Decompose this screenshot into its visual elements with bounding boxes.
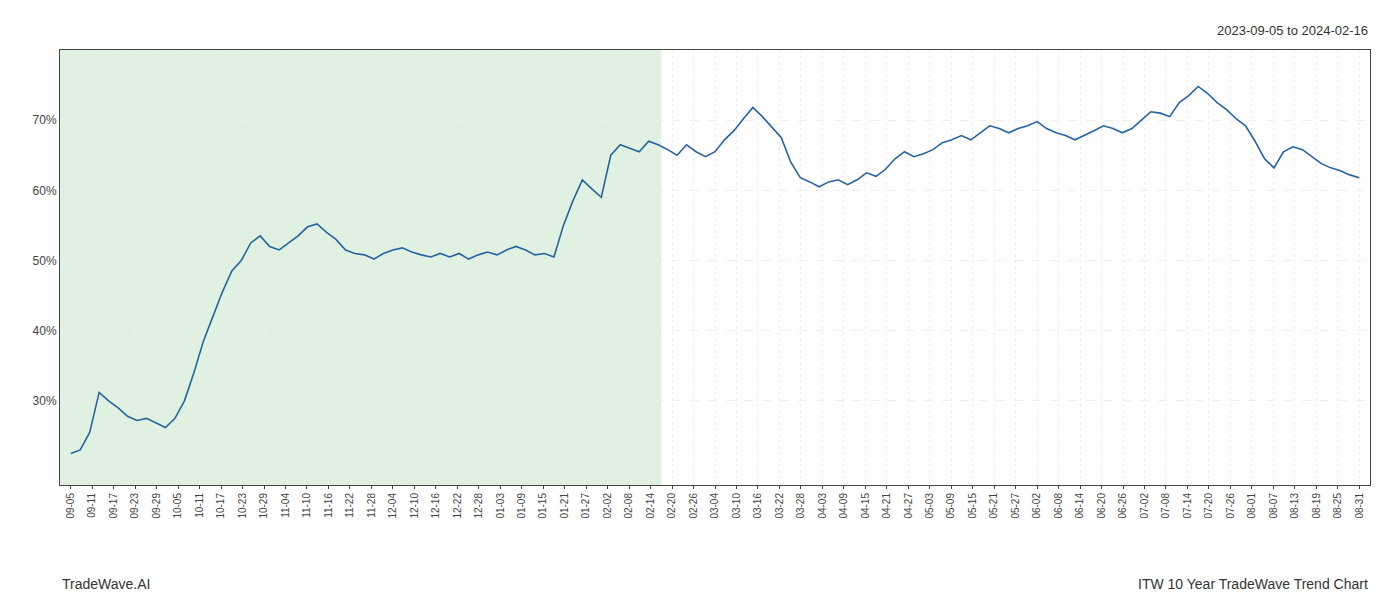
svg-text:TradeWave.AI: TradeWave.AI	[62, 576, 150, 592]
svg-text:04-27: 04-27	[903, 493, 914, 519]
svg-text:ITW 10 Year TradeWave Trend Ch: ITW 10 Year TradeWave Trend Chart	[1138, 576, 1368, 592]
svg-text:06-14: 06-14	[1074, 493, 1085, 519]
svg-text:08-01: 08-01	[1246, 493, 1257, 519]
svg-text:04-21: 04-21	[881, 493, 892, 519]
svg-text:08-13: 08-13	[1289, 493, 1300, 519]
svg-text:01-21: 01-21	[559, 493, 570, 519]
svg-text:05-21: 05-21	[988, 493, 999, 519]
svg-text:02-20: 02-20	[666, 493, 677, 519]
svg-text:11-22: 11-22	[344, 493, 355, 518]
svg-text:09-11: 09-11	[86, 493, 97, 518]
svg-text:60%: 60%	[33, 184, 57, 198]
svg-text:09-23: 09-23	[129, 493, 140, 519]
svg-text:12-28: 12-28	[473, 493, 484, 519]
svg-text:04-09: 04-09	[838, 493, 849, 519]
svg-text:02-08: 02-08	[623, 493, 634, 519]
svg-text:01-03: 01-03	[495, 493, 506, 519]
svg-text:02-02: 02-02	[602, 493, 613, 519]
svg-text:05-09: 05-09	[945, 493, 956, 519]
svg-text:07-08: 07-08	[1160, 493, 1171, 519]
svg-text:03-10: 03-10	[731, 493, 742, 519]
svg-text:04-03: 04-03	[817, 493, 828, 519]
svg-text:02-14: 02-14	[645, 493, 656, 519]
svg-text:12-16: 12-16	[430, 493, 441, 519]
svg-text:50%: 50%	[33, 254, 57, 268]
svg-text:01-15: 01-15	[537, 493, 548, 519]
svg-text:08-31: 08-31	[1354, 493, 1365, 519]
svg-text:03-28: 03-28	[795, 493, 806, 519]
svg-text:11-28: 11-28	[366, 493, 377, 518]
svg-text:30%: 30%	[33, 394, 57, 408]
svg-text:01-09: 01-09	[516, 493, 527, 519]
svg-text:03-22: 03-22	[774, 493, 785, 519]
svg-text:12-04: 12-04	[387, 493, 398, 519]
svg-text:07-20: 07-20	[1203, 493, 1214, 519]
svg-text:12-22: 12-22	[452, 493, 463, 519]
svg-text:10-11: 10-11	[194, 493, 205, 518]
svg-text:11-10: 11-10	[301, 493, 312, 518]
svg-text:70%: 70%	[33, 113, 57, 127]
svg-text:01-27: 01-27	[580, 493, 591, 519]
svg-text:07-02: 07-02	[1139, 493, 1150, 519]
svg-text:06-20: 06-20	[1096, 493, 1107, 519]
svg-text:10-05: 10-05	[172, 493, 183, 519]
svg-text:09-17: 09-17	[108, 493, 119, 519]
svg-text:08-19: 08-19	[1311, 493, 1322, 519]
svg-text:03-04: 03-04	[709, 493, 720, 519]
svg-text:08-07: 08-07	[1268, 493, 1279, 519]
svg-text:10-23: 10-23	[237, 493, 248, 519]
svg-text:07-26: 07-26	[1225, 493, 1236, 519]
svg-text:04-15: 04-15	[860, 493, 871, 519]
svg-text:11-04: 11-04	[280, 493, 291, 518]
svg-text:05-03: 05-03	[924, 493, 935, 519]
svg-text:10-17: 10-17	[215, 493, 226, 519]
svg-text:03-16: 03-16	[752, 493, 763, 519]
svg-text:10-29: 10-29	[258, 493, 269, 519]
svg-text:06-26: 06-26	[1117, 493, 1128, 519]
svg-text:12-10: 12-10	[409, 493, 420, 519]
svg-text:02-26: 02-26	[688, 493, 699, 519]
svg-text:06-08: 06-08	[1053, 493, 1064, 519]
svg-text:11-16: 11-16	[323, 493, 334, 518]
svg-text:05-27: 05-27	[1010, 493, 1021, 519]
svg-text:40%: 40%	[33, 324, 57, 338]
svg-text:08-25: 08-25	[1332, 493, 1343, 519]
svg-text:07-14: 07-14	[1182, 493, 1193, 519]
svg-text:09-29: 09-29	[151, 493, 162, 519]
svg-text:06-02: 06-02	[1031, 493, 1042, 519]
svg-text:2023-09-05 to 2024-02-16: 2023-09-05 to 2024-02-16	[1217, 23, 1368, 38]
svg-text:09-05: 09-05	[65, 493, 76, 519]
svg-text:05-15: 05-15	[967, 493, 978, 519]
